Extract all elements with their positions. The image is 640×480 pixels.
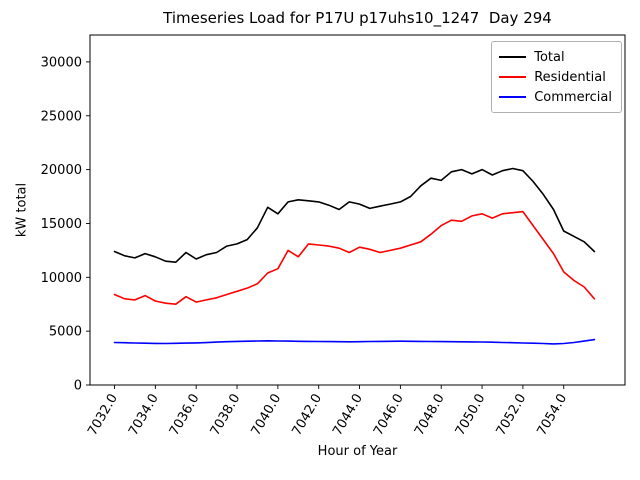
series-line-total: [113, 167, 596, 264]
legend-label-residential: Residential: [534, 69, 606, 85]
x-tick-label: 7048.0: [412, 392, 448, 439]
x-tick-label: 7038.0: [208, 392, 244, 439]
x-tick-label: 7052.0: [494, 392, 530, 439]
commercial-line-icon: [499, 96, 527, 98]
x-tick-label: 7040.0: [249, 392, 285, 439]
x-tick-label: 7044.0: [330, 392, 366, 439]
y-tick-label: 10000: [41, 271, 82, 286]
legend-item-total: Total: [499, 47, 612, 67]
total-line-icon: [499, 56, 527, 58]
x-tick-label: 7036.0: [167, 392, 203, 439]
y-tick-label: 5000: [49, 325, 82, 340]
y-tick-label: 0: [74, 379, 82, 394]
legend-label-total: Total: [534, 49, 565, 65]
residential-line-icon: [499, 76, 527, 78]
chart-title: Timeseries Load for P17U p17uhs10_1247 D…: [163, 9, 552, 27]
x-tick-label: 7050.0: [453, 391, 489, 438]
y-tick-label: 25000: [41, 109, 82, 124]
x-tick-label: 7032.0: [85, 392, 121, 439]
x-tick-label: 7046.0: [371, 392, 407, 439]
legend-item-commercial: Commercial: [499, 87, 612, 107]
y-tick-label: 15000: [41, 217, 82, 232]
plot-border: [89, 34, 626, 386]
x-axis-label: Hour of Year: [317, 444, 398, 459]
legend-item-residential: Residential: [499, 67, 612, 87]
series-line-residential: [113, 210, 596, 306]
y-tick-label: 30000: [41, 55, 82, 70]
legend-label-commercial: Commercial: [534, 89, 612, 105]
legend: Total Residential Commercial: [491, 41, 622, 113]
x-tick-label: 7034.0: [126, 392, 162, 439]
x-tick-label: 7054.0: [534, 392, 570, 439]
x-tick-label: 7042.0: [289, 392, 325, 439]
series-line-commercial: [113, 338, 596, 345]
y-tick-label: 20000: [41, 163, 82, 178]
